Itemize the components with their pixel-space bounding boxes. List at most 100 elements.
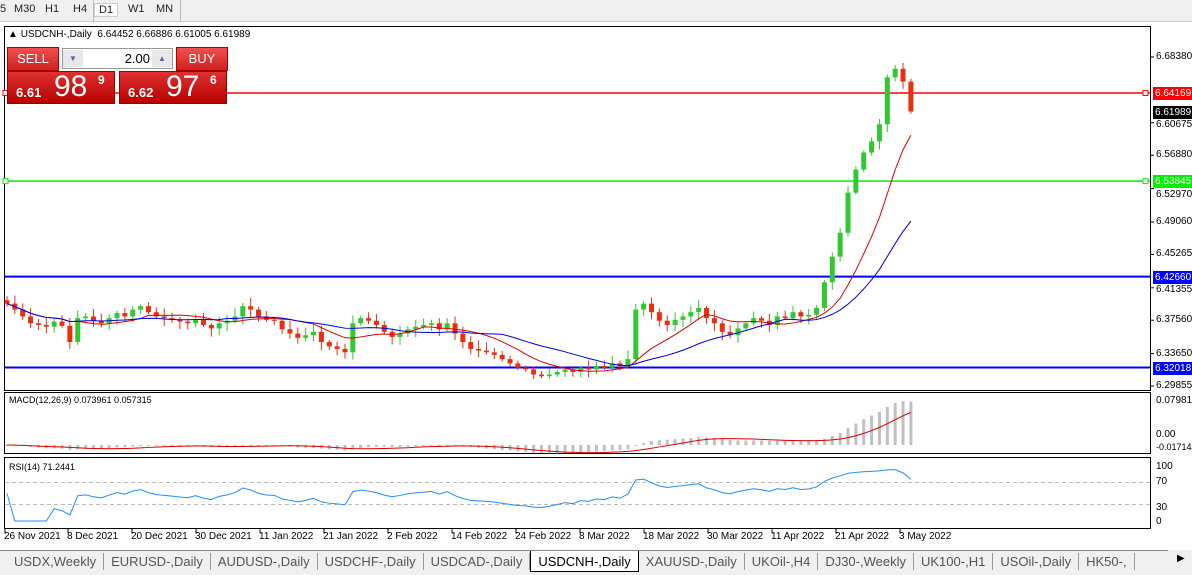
lot-input[interactable]: 2.00	[124, 51, 150, 66]
bearish-candle	[452, 323, 458, 334]
macd-histogram-bar	[744, 440, 748, 445]
timeframe-W1[interactable]: W1	[128, 3, 145, 15]
macd-histogram-bar	[241, 445, 245, 446]
bullish-candle	[138, 306, 144, 310]
macd-histogram-bar	[595, 445, 598, 452]
macd-histogram-bar	[524, 445, 528, 452]
bearish-candle	[201, 319, 206, 325]
macd-histogram-bar	[720, 438, 724, 445]
macd-histogram-bar	[359, 445, 363, 449]
bearish-candle	[704, 307, 710, 319]
macd-histogram-bar	[154, 445, 158, 446]
macd-histogram-bar	[539, 445, 543, 454]
chart-area[interactable]	[0, 22, 1192, 550]
macd-histogram-bar	[846, 428, 850, 445]
macd-histogram-bar	[712, 438, 716, 445]
chart-tab[interactable]: UK100-,H1	[914, 553, 994, 570]
bullish-candle	[806, 314, 812, 317]
bullish-candle	[876, 124, 882, 142]
bullish-candle	[633, 309, 639, 360]
buy-price-prefix: 6.62	[128, 85, 154, 100]
sell-button[interactable]: SELL	[7, 47, 59, 71]
macd-histogram-bar	[877, 411, 881, 445]
bullish-candle	[861, 152, 867, 170]
rsi-label: RSI(14) 71.2441	[9, 462, 76, 472]
bearish-candle	[711, 318, 717, 324]
bearish-candle	[4, 300, 10, 304]
lot-stepper[interactable]: ▼ 2.00 ▲	[62, 48, 173, 69]
date-label: 3 May 2022	[899, 531, 952, 542]
bearish-candle	[664, 320, 670, 325]
macd-histogram-bar	[225, 445, 229, 447]
chart-tab[interactable]: AUDUSD-,Daily	[211, 553, 318, 570]
macd-histogram-bar	[618, 445, 622, 451]
chart-tab[interactable]: UKOil-,H4	[745, 553, 819, 570]
bearish-candle	[798, 312, 804, 317]
price-axis-label: 6.68380	[1156, 51, 1192, 62]
macd-histogram-bar	[547, 445, 551, 454]
macd-histogram-bar	[131, 445, 135, 447]
bearish-candle	[67, 325, 73, 343]
sell-price[interactable]: 6.61 98 9	[7, 70, 115, 104]
chart-tab[interactable]: USDX,Weekly	[7, 553, 105, 570]
macd-histogram-bar	[760, 440, 764, 445]
chart-tab[interactable]: USDCAD-,Daily	[424, 553, 531, 570]
macd-histogram-bar	[249, 445, 253, 446]
date-label: 21 Apr 2022	[835, 531, 889, 542]
timeframe-5[interactable]: 5	[0, 3, 7, 15]
timeframe-H1[interactable]: H1	[45, 3, 60, 15]
macd-histogram-bar	[697, 437, 701, 445]
timeframe-D1[interactable]: D1	[94, 3, 119, 17]
bearish-candle	[617, 363, 623, 366]
bullish-candle	[672, 319, 678, 325]
bullish-candle	[821, 282, 827, 308]
timeframe-H4[interactable]: H4	[73, 3, 88, 15]
macd-histogram-bar	[563, 445, 567, 453]
chart-tab[interactable]: USDCHF-,Daily	[318, 553, 424, 570]
chart-tab[interactable]: USDCNH-,Daily	[530, 551, 639, 572]
chart-tab[interactable]: USOil-,Daily	[993, 553, 1080, 570]
macd-histogram-bar	[728, 439, 732, 445]
bearish-candle	[468, 342, 474, 349]
date-label: 14 Feb 2022	[451, 531, 508, 542]
chart-tab[interactable]: XAUUSD-,Daily	[639, 553, 745, 570]
macd-histogram-bar	[634, 445, 638, 446]
price-axis-label: 6.52970	[1156, 188, 1192, 200]
date-label: 30 Dec 2021	[195, 531, 252, 542]
bearish-candle	[43, 324, 49, 327]
bullish-candle	[397, 333, 403, 337]
chart-tab[interactable]: HK50-,	[1079, 553, 1135, 570]
timeframe-M30[interactable]: M30	[14, 3, 36, 15]
bearish-candle	[507, 359, 513, 364]
bullish-candle	[869, 141, 875, 153]
buy-price[interactable]: 6.62 97 6	[119, 70, 227, 104]
buy-button[interactable]: BUY	[176, 47, 228, 71]
timeframe-MN[interactable]: MN	[156, 3, 174, 15]
increase-lot-icon[interactable]: ▲	[152, 50, 172, 67]
macd-histogram-bar	[665, 439, 669, 445]
bullish-candle	[594, 365, 599, 370]
bullish-candle	[774, 316, 780, 325]
price-axis-label: 6.49060	[1156, 215, 1192, 227]
macd-histogram-bar	[555, 445, 559, 454]
decrease-lot-icon[interactable]: ▼	[63, 50, 83, 67]
level-price-label: 6.53845	[1153, 175, 1192, 189]
level-handle	[2, 178, 9, 185]
bearish-candle	[177, 319, 183, 322]
macd-histogram-bar	[170, 445, 174, 446]
macd-axis-max: 0.079813	[1156, 395, 1192, 406]
bullish-candle	[790, 312, 796, 319]
scroll-right-icon[interactable]: ▶	[1177, 553, 1185, 564]
chart-tab[interactable]: DJ30-,Weekly	[818, 553, 914, 570]
price-axis-label: 6.37560	[1156, 314, 1192, 326]
macd-panel-frame	[4, 392, 1151, 454]
toolbar-divider	[93, 0, 94, 22]
bullish-candle	[696, 307, 702, 313]
date-label: 30 Mar 2022	[707, 531, 764, 542]
bullish-candle	[421, 324, 427, 327]
chart-tab[interactable]: EURUSD-,Daily	[104, 553, 211, 570]
bearish-candle	[366, 318, 372, 321]
bullish-candle	[853, 169, 859, 193]
macd-histogram-bar	[752, 440, 756, 445]
